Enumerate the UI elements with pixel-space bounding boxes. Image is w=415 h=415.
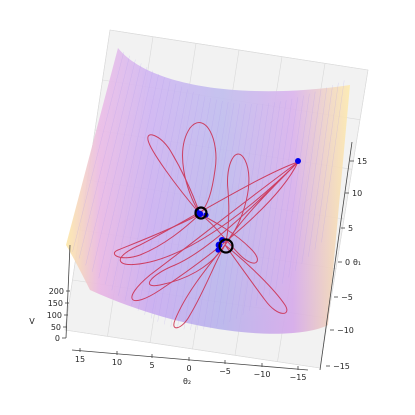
surface-sheen	[66, 48, 350, 334]
trajectory-path-3	[182, 122, 217, 215]
mesh-line	[301, 87, 327, 264]
theta2-tick-label: −5	[219, 367, 231, 376]
mesh-line	[295, 89, 322, 271]
v-axis-label: V	[29, 317, 35, 326]
trajectory-path-9	[148, 161, 299, 287]
mesh-line	[144, 89, 188, 315]
mesh-line	[92, 63, 142, 272]
mesh-line	[255, 100, 287, 307]
mesh-line	[262, 98, 293, 302]
theta2-tick-label: 5	[149, 361, 154, 370]
mesh-line	[209, 103, 246, 329]
mesh-line	[190, 102, 229, 331]
theta1-tick-label: −5	[341, 293, 353, 302]
mesh-line	[78, 55, 130, 259]
theta2-tick-label: 10	[112, 358, 122, 367]
mesh-line	[203, 103, 240, 330]
trajectory-path-5	[224, 153, 250, 246]
mesh-line	[137, 86, 182, 311]
theta1-axis-ticks: 15 10 5 0 −5 −10 −15	[326, 157, 367, 371]
v-tick-label: 150	[48, 299, 63, 308]
theta1-tick-label: −10	[337, 326, 354, 335]
trajectory-path-4	[147, 134, 201, 215]
grid-line	[64, 329, 321, 369]
mesh-line	[268, 97, 298, 296]
theta2-tick-label: 0	[186, 364, 191, 373]
mesh-line	[321, 80, 345, 243]
theta2-tick-label: −15	[290, 373, 307, 382]
mesh-line	[216, 104, 252, 327]
trajectory-path-2	[131, 161, 299, 302]
trajectory-path-8	[113, 213, 201, 259]
trajectory	[113, 122, 299, 329]
mesh-line	[275, 95, 304, 290]
minimum-2-ring	[218, 238, 234, 254]
mesh-line	[118, 77, 165, 296]
mesh-line	[170, 98, 211, 327]
mesh-line	[196, 102, 235, 331]
mesh-line	[105, 70, 153, 285]
surface-mesh	[72, 51, 345, 331]
v-tick-label: 50	[51, 323, 61, 332]
axis-spines	[65, 141, 353, 371]
mesh-line	[308, 85, 333, 257]
v-tick-label: 0	[55, 334, 60, 343]
mesh-line	[98, 67, 148, 279]
theta1-tick-label: 0	[345, 258, 350, 267]
mesh-line	[242, 102, 275, 316]
minimum-1-ring	[194, 206, 208, 220]
mesh-line	[236, 103, 269, 319]
trajectory-path-7	[173, 244, 226, 329]
v-axis-ticks: 0 50 100 150 200	[47, 287, 70, 343]
mesh-line	[85, 59, 136, 266]
mesh-line	[288, 91, 316, 278]
mesh-line	[150, 91, 194, 319]
theta2-axis-ticks: 15 10 5 0 −5 −10 −15	[75, 348, 307, 382]
theta1-tick-label: 15	[357, 157, 367, 166]
v-tick-label: 100	[47, 311, 62, 320]
v-tick-label: 200	[49, 287, 64, 296]
minimum-2-marker	[215, 237, 234, 254]
mesh-line	[72, 51, 124, 252]
mesh-line	[131, 83, 177, 307]
mesh-line	[164, 96, 206, 325]
start-point-marker	[295, 158, 301, 164]
mesh-line	[314, 82, 339, 250]
trajectory-path-10	[199, 213, 258, 264]
theta1-tick-label: −15	[333, 362, 350, 371]
minimum-1-marker	[194, 206, 209, 220]
theta1-tick-label: 5	[348, 224, 353, 233]
theta2-tick-label: 15	[75, 355, 85, 364]
theta1-axis-label: θ₁	[353, 258, 361, 267]
theta2-axis-label: θ₂	[183, 377, 191, 386]
theta1-tick-label: 10	[352, 189, 362, 198]
theta2-tick-label: −10	[254, 370, 271, 379]
mesh-line	[111, 74, 159, 291]
mesh-line	[281, 93, 310, 284]
mesh-line	[223, 104, 258, 325]
trajectory-path-6	[224, 244, 288, 314]
